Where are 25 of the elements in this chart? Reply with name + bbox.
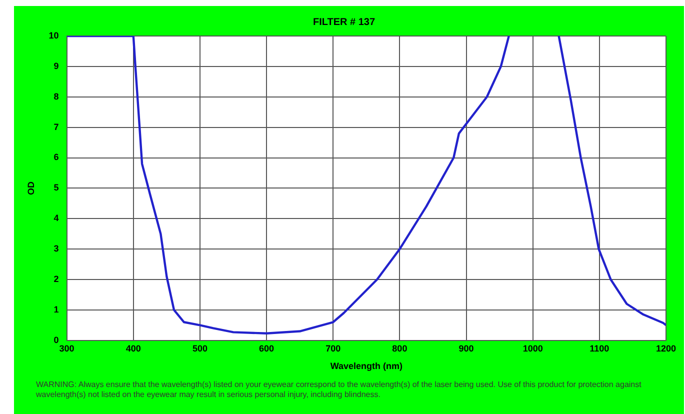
- x-tick-label: 1100: [590, 343, 610, 354]
- y-tick-label: 2: [54, 274, 59, 284]
- x-tick-label: 500: [192, 343, 208, 354]
- x-axis-title: Wavelength (nm): [330, 361, 402, 372]
- x-tick-label: 1000: [522, 343, 543, 354]
- x-tick-label: 700: [326, 343, 341, 354]
- x-tick-label: 900: [458, 343, 474, 354]
- text: WARNING: Always ensure that the wavelength(s) listed on your eyewear correspond to the wavelength(s) of the laser being used. Use of this product for protection against wavelength(s) not listed on the eyewear may result in serious personal injury, including blindness.: [36, 380, 642, 400]
- y-tick-label: 8: [54, 91, 59, 102]
- y-tick-label: 6: [54, 152, 59, 162]
- y-tick-label: 0: [54, 334, 59, 345]
- y-tick-label: 3: [54, 244, 59, 254]
- y-tick-label: 9: [54, 60, 59, 71]
- x-tick-label: 300: [59, 343, 74, 354]
- x-tick-label: 600: [259, 343, 274, 354]
- x-tick-label: 400: [126, 343, 141, 354]
- y-tick-label: 10: [48, 30, 59, 40]
- y-tick-label: 1: [54, 304, 59, 314]
- chart-title: FILTER # 137: [312, 16, 376, 28]
- y-axis-title: OD: [26, 180, 36, 195]
- y-tick-label: 4: [54, 213, 59, 224]
- x-tick-label: 800: [392, 343, 408, 354]
- x-tick-label: 1200: [656, 343, 676, 354]
- y-tick-label: 7: [54, 122, 59, 132]
- y-tick-label: 5: [54, 182, 59, 193]
